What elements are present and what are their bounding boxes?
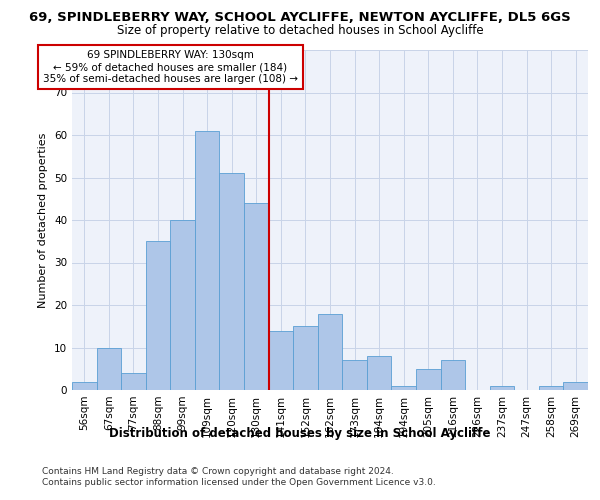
Bar bbox=[195, 130, 220, 390]
Bar bbox=[146, 242, 170, 390]
Bar bbox=[121, 373, 146, 390]
Bar bbox=[490, 386, 514, 390]
Bar bbox=[269, 330, 293, 390]
Bar bbox=[391, 386, 416, 390]
Bar bbox=[440, 360, 465, 390]
Bar bbox=[539, 386, 563, 390]
Bar bbox=[293, 326, 318, 390]
Bar bbox=[220, 174, 244, 390]
Bar bbox=[72, 382, 97, 390]
Text: Size of property relative to detached houses in School Aycliffe: Size of property relative to detached ho… bbox=[116, 24, 484, 37]
Bar bbox=[367, 356, 391, 390]
Bar bbox=[342, 360, 367, 390]
Bar bbox=[416, 369, 440, 390]
Bar bbox=[170, 220, 195, 390]
Text: 69 SPINDLEBERRY WAY: 130sqm
← 59% of detached houses are smaller (184)
35% of se: 69 SPINDLEBERRY WAY: 130sqm ← 59% of det… bbox=[43, 50, 298, 84]
Text: Distribution of detached houses by size in School Aycliffe: Distribution of detached houses by size … bbox=[109, 428, 491, 440]
Bar bbox=[318, 314, 342, 390]
Text: Contains HM Land Registry data © Crown copyright and database right 2024.
Contai: Contains HM Land Registry data © Crown c… bbox=[42, 468, 436, 487]
Bar bbox=[563, 382, 588, 390]
Bar bbox=[97, 348, 121, 390]
Text: 69, SPINDLEBERRY WAY, SCHOOL AYCLIFFE, NEWTON AYCLIFFE, DL5 6GS: 69, SPINDLEBERRY WAY, SCHOOL AYCLIFFE, N… bbox=[29, 11, 571, 24]
Y-axis label: Number of detached properties: Number of detached properties bbox=[38, 132, 49, 308]
Bar bbox=[244, 203, 269, 390]
